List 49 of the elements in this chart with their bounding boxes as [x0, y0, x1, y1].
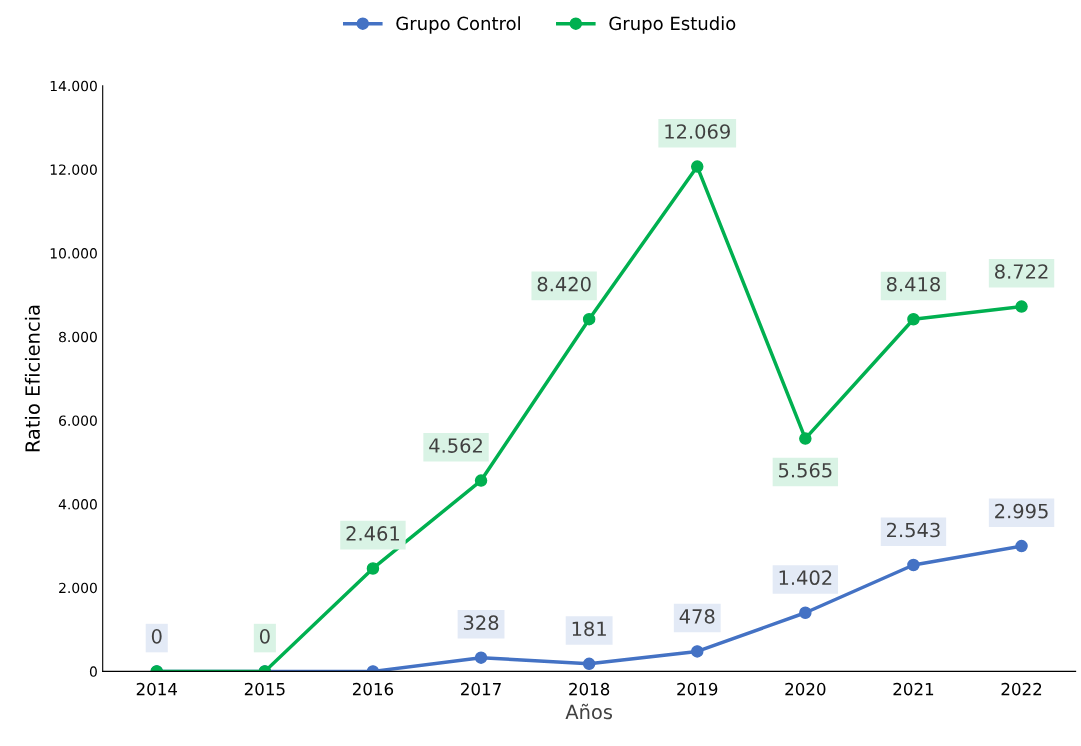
y-tick-label: 12.000 — [50, 164, 97, 175]
x-tick-label: 2018 — [569, 682, 610, 696]
data-label: 2.461 — [346, 526, 399, 541]
data-label: 478 — [679, 609, 715, 624]
x-axis-title: Años — [565, 703, 613, 720]
data-label: 2.995 — [995, 503, 1048, 519]
data-label: 0 — [259, 629, 270, 644]
data-label: 4.562 — [429, 438, 482, 453]
y-tick-label: 10.000 — [50, 248, 97, 259]
x-tick-label: 2014 — [136, 682, 178, 696]
data-label: 12.069 — [665, 124, 730, 139]
point — [1015, 300, 1028, 313]
point — [474, 651, 488, 664]
legend-label: Grupo Estudio — [609, 16, 736, 34]
data-label: 8.420 — [537, 276, 591, 292]
data-label: 1.402 — [779, 570, 832, 586]
y-tick-label: 14.000 — [50, 80, 97, 92]
point — [366, 562, 380, 575]
x-tick-label: 2020 — [785, 682, 826, 696]
x-tick-label: 2019 — [677, 682, 718, 696]
y-tick-label: 0 — [89, 666, 97, 677]
x-tick-label: 2021 — [893, 682, 934, 696]
point — [582, 657, 596, 671]
y-axis-title: Ratio Eficiencia — [24, 305, 40, 452]
x-tick-label: 2016 — [352, 682, 394, 696]
data-label: 2.543 — [887, 522, 940, 538]
y-tick-label: 2.000 — [59, 582, 97, 594]
point — [1015, 539, 1028, 553]
data-label: 181 — [572, 621, 606, 637]
x-tick-label: 2022 — [1001, 682, 1042, 696]
data-label: 0 — [151, 629, 162, 644]
point — [582, 312, 596, 326]
point — [907, 558, 920, 572]
point — [799, 606, 812, 620]
point — [690, 645, 704, 658]
point — [799, 432, 812, 445]
point — [474, 474, 488, 487]
y-tick-label: 4.000 — [58, 499, 97, 510]
x-tick-label: 2017 — [461, 682, 501, 696]
data-label: 8.722 — [995, 264, 1048, 279]
y-tick-label: 6.000 — [59, 415, 97, 426]
y-tick-label: 8.000 — [59, 331, 97, 343]
data-label: 8.418 — [886, 276, 940, 292]
point — [907, 313, 920, 326]
data-label: 328 — [463, 615, 499, 630]
legend-label: Grupo Control — [396, 16, 520, 34]
data-label: 5.565 — [779, 462, 832, 478]
point — [690, 160, 704, 173]
x-tick-label: 2015 — [244, 682, 285, 696]
